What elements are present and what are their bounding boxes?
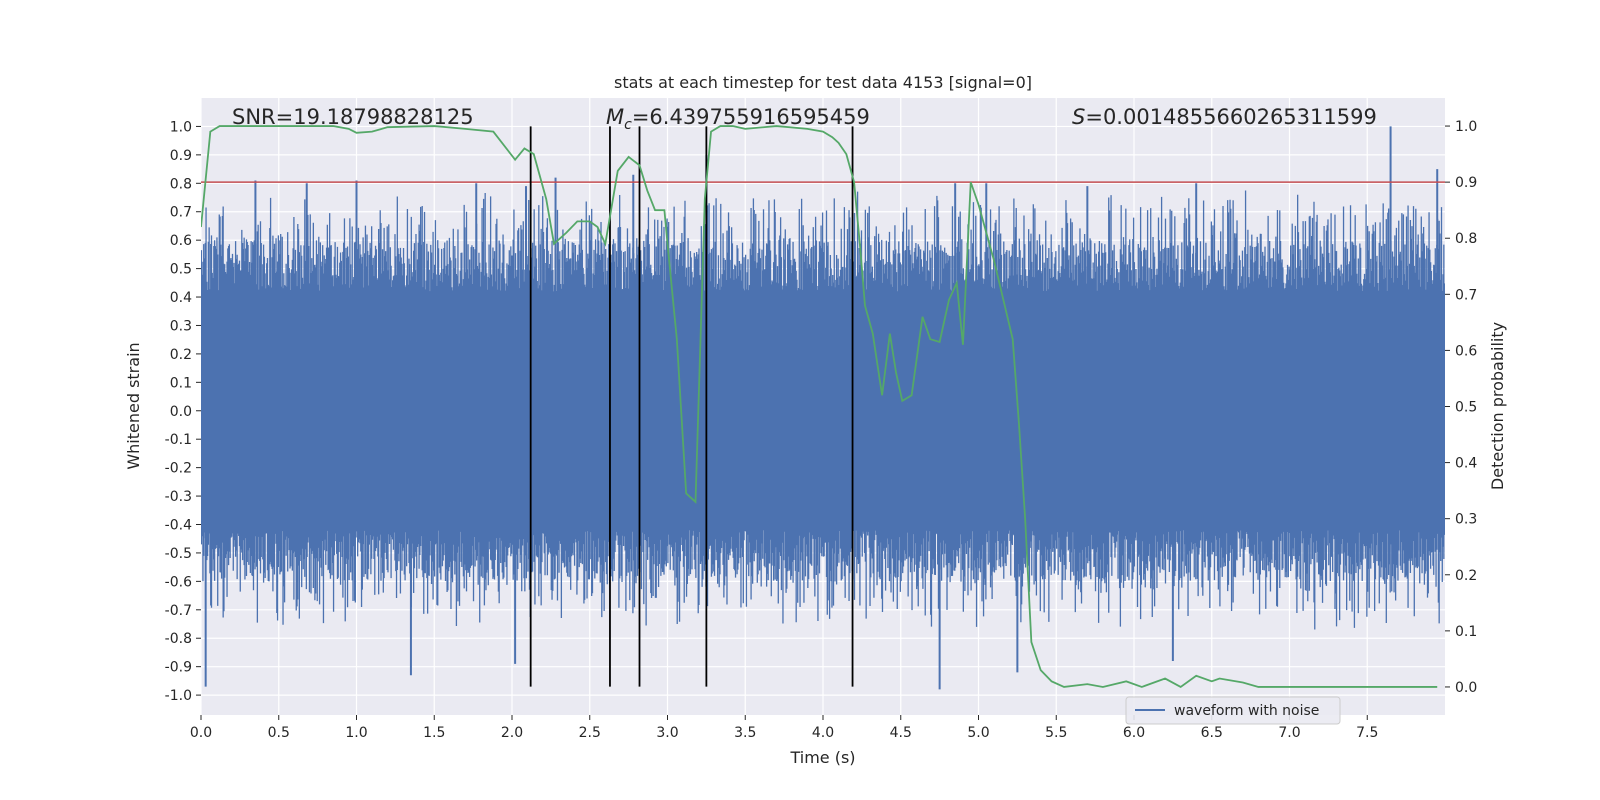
y-right-axis-label: Detection probability — [1488, 322, 1507, 490]
legend-label: waveform with noise — [1174, 703, 1319, 719]
x-tick-label-1: 0.5 — [268, 725, 290, 741]
y-tick-label-2: 0.8 — [170, 176, 192, 192]
x-tick-label-15: 7.5 — [1356, 725, 1378, 741]
y-tick-label-1: 0.9 — [170, 148, 192, 164]
x-tick-label-12: 6.0 — [1123, 725, 1145, 741]
y-tick-label-18: -0.8 — [165, 631, 192, 647]
y-tick-label-9: 0.1 — [170, 375, 192, 391]
y-right-tick-label-10: 0.0 — [1455, 680, 1477, 696]
y-tick-label-5: 0.5 — [170, 262, 192, 278]
x-tick-label-11: 5.5 — [1045, 725, 1067, 741]
chirp-mass-annotation: Mc=6.439755916595459 — [606, 105, 870, 133]
legend-box — [1125, 696, 1341, 725]
y-right-tick-label-6: 0.4 — [1455, 456, 1477, 472]
probability-series — [201, 125, 1438, 689]
statistic-value: =0.0014855660265311599 — [1085, 105, 1377, 129]
chirp-mass-value: =6.439755916595459 — [632, 105, 870, 129]
x-tick-label-5: 2.5 — [579, 725, 601, 741]
y-tick-label-6: 0.4 — [170, 290, 192, 306]
y-tick-label-14: -0.4 — [165, 517, 192, 533]
snr-annotation: SNR=19.18798828125 — [232, 105, 474, 129]
x-tick-label-3: 1.5 — [423, 725, 445, 741]
y-tick-label-16: -0.6 — [165, 574, 192, 590]
y-tick-label-11: -0.1 — [165, 432, 192, 448]
y-tick-label-7: 0.3 — [170, 318, 192, 334]
y-right-tick-label-5: 0.5 — [1455, 400, 1477, 416]
y-right-tick-label-9: 0.1 — [1455, 624, 1477, 640]
probability-line — [201, 125, 1438, 689]
y-right-tick-label-7: 0.3 — [1455, 512, 1477, 528]
x-tick-label-10: 5.0 — [967, 725, 989, 741]
y-tick-label-4: 0.6 — [170, 233, 192, 249]
y-right-tick-label-0: 1.0 — [1455, 119, 1477, 135]
y-tick-label-12: -0.2 — [165, 461, 192, 477]
tick-layer: 0.0 0.5 1.0 1.5 2.0 2.5 3.0 3.5 4.0 4.5 5.0 5.5 6.0 6… — [165, 119, 1478, 741]
x-tick-label-2: 1.0 — [345, 725, 367, 741]
legend: waveform with noise — [1125, 696, 1341, 725]
x-tick-label-4: 2.0 — [501, 725, 523, 741]
y-right-tick-label-1: 0.9 — [1455, 175, 1477, 191]
x-tick-label-7: 3.5 — [734, 725, 756, 741]
y-tick-label-17: -0.7 — [165, 603, 192, 619]
x-tick-label-13: 6.5 — [1201, 725, 1223, 741]
y-tick-label-0: 1.0 — [170, 119, 192, 135]
y-right-tick-label-3: 0.7 — [1455, 287, 1477, 303]
y-tick-label-13: -0.3 — [165, 489, 192, 505]
x-tick-label-6: 3.0 — [656, 725, 678, 741]
x-tick-label-14: 7.0 — [1278, 725, 1300, 741]
y-tick-label-20: -1.0 — [165, 688, 192, 704]
x-tick-label-9: 4.5 — [890, 725, 912, 741]
x-tick-label-8: 4.0 — [812, 725, 834, 741]
statistic-annotation: S=0.0014855660265311599 — [1072, 105, 1377, 129]
y-tick-label-3: 0.7 — [170, 205, 192, 221]
y-right-tick-label-8: 0.2 — [1455, 568, 1477, 584]
y-tick-label-19: -0.9 — [165, 660, 192, 676]
waveform-core — [201, 348, 1445, 468]
statistic-symbol: S — [1072, 105, 1085, 129]
y-right-tick-label-4: 0.6 — [1455, 343, 1477, 359]
y-tick-label-15: -0.5 — [165, 546, 192, 562]
x-axis-label: Time (s) — [789, 748, 855, 767]
y-tick-label-8: 0.2 — [170, 347, 192, 363]
chirp-mass-subscript: c — [624, 117, 632, 133]
y-axis-label: Whitened strain — [124, 342, 143, 469]
x-tick-label-0: 0.0 — [190, 725, 212, 741]
chart-title: stats at each timestep for test data 415… — [614, 73, 1032, 92]
y-right-tick-label-2: 0.8 — [1455, 231, 1477, 247]
chirp-mass-symbol: M — [606, 105, 624, 129]
y-tick-label-10: 0.0 — [170, 404, 192, 420]
waveform-series — [201, 126, 1445, 690]
